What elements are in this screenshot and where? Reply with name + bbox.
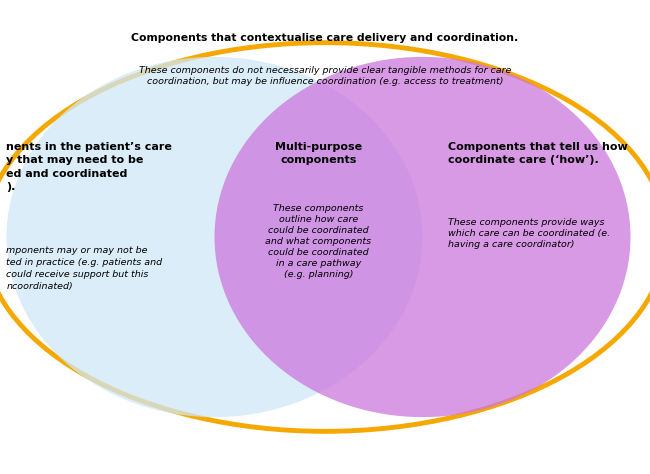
Text: Components that tell us how
coordinate care (‘how’).: Components that tell us how coordinate c… bbox=[448, 142, 629, 164]
Text: mponents may or may not be
ted in practice (e.g. patients and
could receive supp: mponents may or may not be ted in practi… bbox=[6, 246, 162, 291]
Ellipse shape bbox=[6, 57, 422, 417]
Text: Components that contextualise care delivery and coordination.: Components that contextualise care deliv… bbox=[131, 33, 519, 43]
Text: Multi-purpose
components: Multi-purpose components bbox=[275, 142, 362, 164]
Text: These components provide ways
which care can be coordinated (e.
having a care co: These components provide ways which care… bbox=[448, 218, 610, 249]
Ellipse shape bbox=[214, 57, 630, 417]
Text: nents in the patient’s care
y that may need to be
ed and coordinated
).: nents in the patient’s care y that may n… bbox=[6, 142, 172, 192]
Text: These components do not necessarily provide clear tangible methods for care
coor: These components do not necessarily prov… bbox=[139, 66, 511, 86]
Text: These components
outline how care
could be coordinated
and what components
could: These components outline how care could … bbox=[265, 204, 372, 279]
